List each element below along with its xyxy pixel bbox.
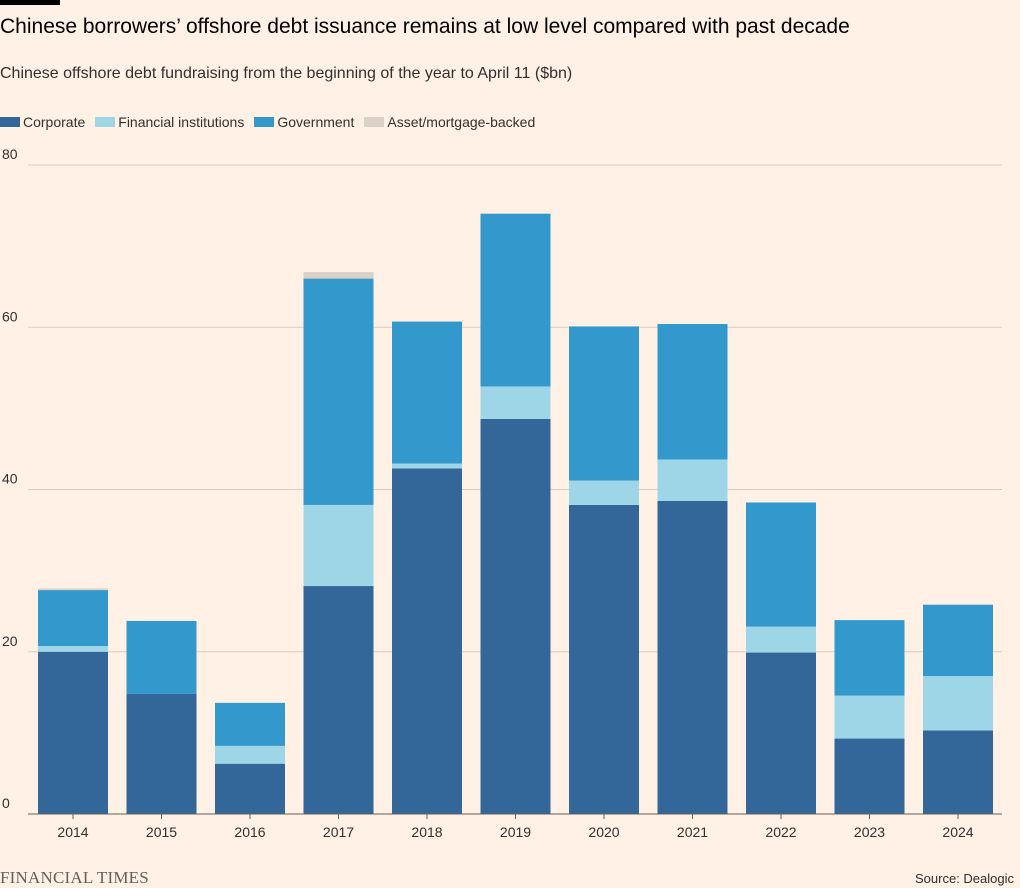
bar-2017-corporate (303, 586, 374, 814)
bar-2024-financial-institutions (923, 676, 993, 731)
x-tick-label-2020: 2020 (588, 824, 619, 840)
bar-2024-corporate (923, 730, 993, 814)
x-tick-label-2019: 2019 (500, 824, 531, 840)
bar-2021-financial-institutions (657, 459, 728, 501)
x-tick-label-2017: 2017 (323, 824, 354, 840)
bar-2020-government (569, 326, 639, 481)
legend-label-corporate: Corporate (23, 114, 86, 130)
bar-2016-corporate (215, 763, 285, 814)
bar-2023-financial-institutions (834, 695, 905, 739)
y-tick-label-0: 0 (2, 795, 10, 811)
bar-2022-government (746, 502, 816, 627)
x-tick-label-2024: 2024 (942, 824, 973, 840)
chart-title: Chinese borrowers’ offshore debt issuanc… (0, 15, 850, 38)
bar-2020-financial-institutions (569, 480, 639, 505)
bar-2014-financial-institutions (38, 646, 108, 652)
legend-item-corporate: Corporate (0, 112, 85, 132)
legend-item-financial-institutions: Financial institutions (95, 112, 244, 132)
bar-2016-government (215, 702, 285, 746)
bar-2014-corporate (38, 651, 108, 814)
bar-2022-corporate (746, 652, 816, 814)
x-tick-label-2016: 2016 (234, 824, 265, 840)
bar-2018-government (392, 321, 462, 464)
legend: Corporate Financial institutions Governm… (0, 112, 545, 132)
legend-swatch-corporate (0, 117, 20, 127)
source-note: Source: Dealogic (915, 871, 1014, 886)
legend-label-financial-institutions: Financial institutions (118, 114, 245, 130)
bar-2020-corporate (569, 504, 639, 814)
bar-2021-corporate (657, 500, 728, 814)
bar-2015-corporate (126, 693, 197, 814)
y-tick-label-80: 80 (2, 146, 18, 162)
x-tick-label-2015: 2015 (146, 824, 177, 840)
bar-2019-corporate (480, 418, 551, 814)
bar-2017-asset-mortgage-backed (303, 272, 374, 279)
x-tick-label-2014: 2014 (57, 824, 88, 840)
legend-label-government: Government (277, 114, 355, 130)
y-tick-label-20: 20 (2, 633, 18, 649)
bar-2019-government (480, 213, 551, 387)
bar-2016-financial-institutions (215, 745, 285, 764)
x-tick-label-2021: 2021 (677, 824, 708, 840)
x-tick-label-2023: 2023 (854, 824, 885, 840)
bar-2021-government (657, 324, 728, 460)
bar-2014-asset-mortgage-backed (38, 588, 108, 591)
y-tick-label-60: 60 (2, 308, 18, 324)
legend-swatch-financial-institutions (95, 117, 116, 127)
ft-top-bar (0, 0, 60, 5)
bar-2022-financial-institutions (746, 626, 816, 653)
legend-item-government: Government (254, 112, 354, 132)
legend-label-asset-mortgage-backed: Asset/mortgage-backed (387, 114, 536, 130)
ft-brand-logo: FINANCIAL TIMES (0, 868, 149, 887)
legend-swatch-government (254, 117, 275, 127)
bar-2024-government (923, 604, 993, 677)
bar-2023-corporate (834, 738, 905, 814)
bar-2015-government (126, 620, 197, 694)
y-tick-label-40: 40 (2, 471, 18, 487)
bar-2023-government (834, 620, 905, 696)
x-tick-label-2022: 2022 (765, 824, 796, 840)
x-tick-label-2018: 2018 (411, 824, 442, 840)
legend-swatch-asset-mortgage-backed (364, 117, 385, 127)
legend-item-asset-mortgage-backed: Asset/mortgage-backed (364, 112, 535, 132)
bar-2018-corporate (392, 468, 462, 814)
chart-subtitle: Chinese offshore debt fundraising from t… (0, 65, 573, 82)
bar-2018-financial-institutions (392, 463, 462, 469)
bar-2014-government (38, 590, 108, 647)
bar-2017-government (303, 278, 374, 505)
bar-2019-financial-institutions (480, 386, 551, 419)
bar-2017-financial-institutions (303, 504, 374, 587)
